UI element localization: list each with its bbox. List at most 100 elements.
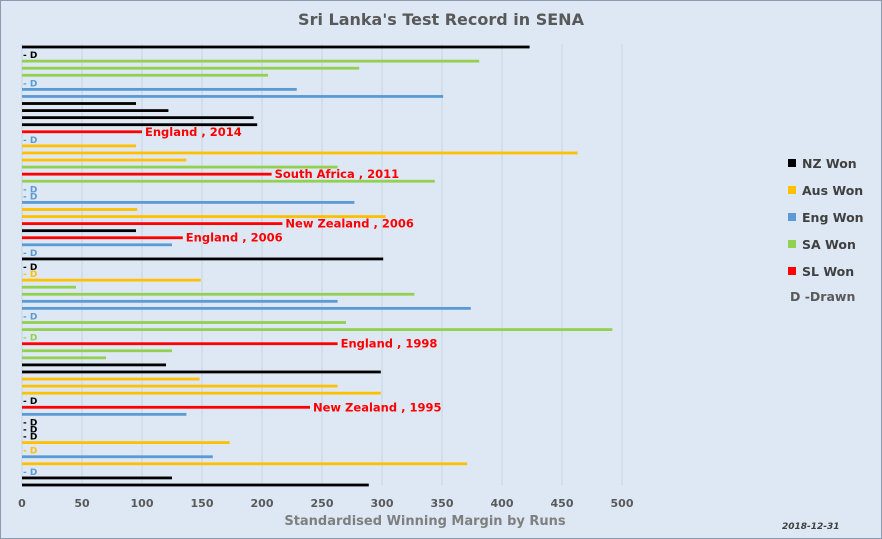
bar-sa [22, 349, 172, 353]
legend-item-sl: SL Won [788, 264, 854, 279]
data-label: England , 1998 [341, 337, 438, 351]
drawn-label: - D [23, 312, 37, 322]
legend-label-sa: SA Won [802, 237, 856, 252]
bar-sa [22, 179, 435, 183]
data-label: New Zealand , 1995 [313, 400, 441, 414]
bar-aus [22, 208, 138, 211]
drawn-label: - D [23, 263, 37, 273]
x-tick-label: 450 [551, 497, 574, 510]
bar-sa [22, 328, 613, 331]
bar-sl [22, 236, 183, 240]
bar-eng [22, 87, 297, 91]
drawn-label: - D [23, 136, 37, 146]
bar-aus [22, 384, 338, 388]
x-tick-label: 150 [191, 497, 214, 510]
bar-sl [22, 222, 283, 226]
bar-sa [22, 59, 480, 63]
bar-sl [22, 405, 310, 409]
bar-eng [22, 306, 471, 310]
bar-aus [22, 278, 201, 282]
bar-nz [22, 123, 258, 127]
x-tick-label: 50 [74, 497, 90, 510]
bar-nz [22, 109, 169, 112]
x-tick-label: 350 [431, 497, 454, 510]
bar-nz [22, 370, 381, 374]
legend-swatch-sl [788, 267, 796, 275]
drawn-label: - D [23, 79, 37, 89]
data-label: New Zealand , 2006 [285, 217, 413, 231]
data-label: South Africa , 2011 [275, 167, 400, 181]
bar-sa [22, 321, 346, 324]
bar-sl [22, 130, 142, 134]
drawn-label: - D [23, 468, 37, 478]
bar-nz [22, 257, 384, 261]
bar-nz [22, 229, 136, 233]
bar-nz [22, 363, 166, 367]
bar-eng [22, 299, 338, 303]
bar-nz [22, 476, 172, 480]
drawn-label: - D [23, 447, 37, 457]
drawn-label: - D [23, 418, 37, 428]
bar-sa [22, 292, 415, 296]
drawn-label: - D [23, 270, 37, 280]
bar-sa [22, 285, 76, 289]
bar-sl [22, 342, 338, 346]
legend-item-nz: NZ Won [788, 156, 857, 171]
drawn-label: - D [23, 433, 37, 443]
legend-swatch-aus [788, 186, 796, 194]
data-label: England , 2006 [186, 231, 283, 245]
x-tick-label: 400 [491, 497, 514, 510]
bar-eng [22, 243, 172, 247]
date-stamp: 2018-12-31 [782, 522, 840, 532]
x-tick-label: 200 [251, 497, 274, 510]
legend-swatch-nz [788, 159, 796, 167]
legend-swatch-sa [788, 240, 796, 248]
bar-eng [22, 201, 355, 204]
bar-aus [22, 158, 187, 162]
legend-label-aus: Aus Won [802, 183, 864, 198]
bar-sa [22, 66, 360, 70]
bar-aus [22, 441, 230, 445]
bar-aus [22, 215, 386, 218]
bar-eng [22, 455, 213, 459]
drawn-label: - D [23, 397, 37, 407]
drawn-label: - D [23, 192, 37, 202]
legend-label-sl: SL Won [802, 264, 855, 279]
legend-item-eng: Eng Won [788, 210, 864, 225]
drawn-label: - D [23, 425, 37, 435]
x-axis-title: Standardised Winning Margin by Runs [284, 514, 566, 529]
chart-title: Sri Lanka's Test Record in SENA [298, 10, 584, 29]
x-tick-label: 500 [611, 497, 634, 510]
drawn-label: - D [23, 51, 37, 61]
bar-nz [22, 102, 136, 105]
legend-item-sa: SA Won [788, 237, 856, 252]
bar-sa [22, 165, 338, 169]
drawn-label: - D [23, 334, 37, 344]
legend-label-eng: Eng Won [802, 210, 864, 225]
bar-aus [22, 377, 200, 381]
bar-eng [22, 412, 187, 416]
bar-aus [22, 151, 578, 155]
x-tick-label: 100 [131, 497, 154, 510]
bar-nz [22, 483, 369, 487]
legend-drawn-note: D -Drawn [790, 289, 856, 304]
bar-aus [22, 462, 468, 466]
bar-eng [22, 95, 444, 98]
bar-sa [22, 73, 268, 77]
bar-nz [22, 116, 254, 120]
bar-sa [22, 356, 106, 360]
data-label: England , 2014 [145, 125, 242, 139]
bar-aus [22, 391, 381, 395]
legend-swatch-eng [788, 213, 796, 221]
x-tick-label: 300 [371, 497, 394, 510]
bar-aus [22, 144, 136, 148]
bar-sl [22, 172, 272, 176]
legend-item-aus: Aus Won [788, 183, 863, 198]
drawn-label: - D [23, 249, 37, 259]
drawn-label: - D [23, 185, 37, 195]
legend-label-nz: NZ Won [802, 156, 857, 171]
bar-nz [22, 45, 530, 49]
x-tick-label: 250 [311, 497, 334, 510]
x-tick-label: 0 [18, 497, 26, 510]
